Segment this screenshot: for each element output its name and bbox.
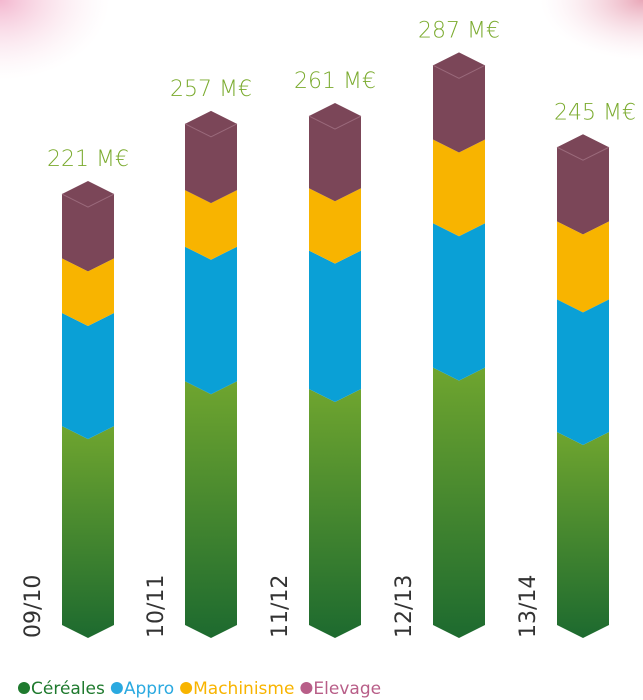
bar-segment: [62, 313, 114, 440]
bar-segment: [433, 139, 485, 237]
total-label: 261 M€: [294, 69, 376, 94]
legend-dot: [180, 682, 193, 694]
bar-segment: [185, 110, 237, 204]
bar-cap: [556, 146, 610, 161]
bar-segment: [557, 431, 609, 638]
bar-segment: [433, 367, 485, 638]
x-tick-label: 13/14: [516, 575, 541, 638]
bar-cap: [61, 193, 115, 208]
legend: Céréales Appro Machinisme Elevage: [18, 679, 381, 699]
bar-segment: [309, 103, 361, 202]
bars: 221 M€ 09/10 257 M€ 10/11 261 M€ 11/12 287 M€ 1…: [21, 18, 636, 638]
legend-label: Céréales: [31, 679, 105, 699]
x-tick-label: 09/10: [21, 575, 46, 638]
legend-dot: [110, 682, 123, 694]
x-tick-label: 11/12: [268, 575, 293, 638]
bar-segment: [309, 188, 361, 264]
bar-segment: [433, 223, 485, 381]
bar-cap: [308, 115, 362, 130]
total-label: 257 M€: [170, 77, 252, 102]
legend-dot: [300, 682, 313, 694]
total-label: 245 M€: [554, 100, 636, 125]
bar-segment: [309, 250, 361, 403]
decor: [0, 0, 110, 80]
bar-segment: [185, 381, 237, 638]
bar-segment: [62, 258, 114, 326]
x-tick-label: 10/11: [144, 575, 169, 638]
bar-segment: [433, 52, 485, 153]
legend-dot: [18, 682, 30, 694]
x-tick-label: 12/13: [392, 575, 417, 638]
bar-cap: [184, 123, 238, 138]
bar-cap: [432, 64, 486, 79]
bar-segment: [557, 221, 609, 313]
legend-label: Machinisme: [193, 679, 294, 699]
total-label: 287 M€: [418, 18, 500, 43]
bar-segment: [62, 181, 114, 272]
decor: [540, 0, 643, 60]
total-label: 221 M€: [47, 147, 129, 172]
bar-segment: [557, 134, 609, 235]
legend-label: Elevage: [313, 679, 381, 699]
bar-segment: [309, 389, 361, 638]
legend-label: Appro: [124, 679, 174, 699]
bar-segment: [557, 299, 609, 445]
bar-segment: [185, 190, 237, 260]
bar-segment: [62, 426, 114, 638]
bar-segment: [185, 246, 237, 395]
